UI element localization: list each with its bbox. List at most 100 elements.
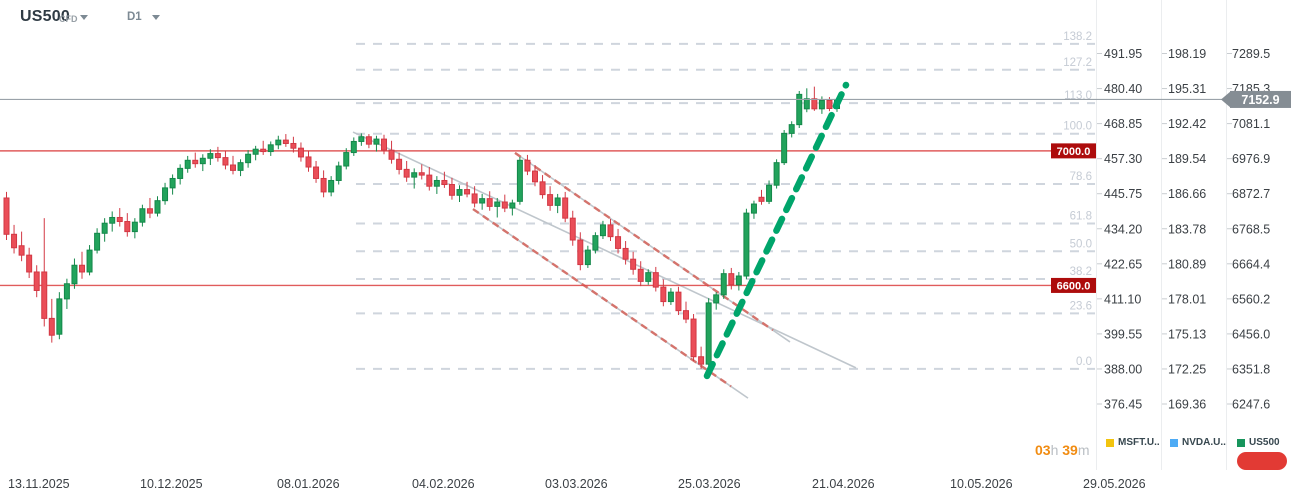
candlestick xyxy=(705,302,712,365)
scale-price-label: 180.89 xyxy=(1168,257,1206,271)
candlestick xyxy=(743,212,750,277)
price-level-badge-text: 6600.0 xyxy=(1057,280,1091,292)
candlestick xyxy=(652,272,659,288)
chart-header: US500 CFD D1 xyxy=(0,0,1294,34)
candlestick xyxy=(131,221,138,233)
legend-item-msftu[interactable]: MSFT.U.. xyxy=(1106,437,1160,448)
candlestick xyxy=(396,158,403,170)
symbol-dropdown-caret[interactable] xyxy=(80,15,88,20)
date-axis-label: 08.01.2026 xyxy=(277,477,340,491)
candlestick xyxy=(796,93,803,126)
scale-price-label: 422.65 xyxy=(1104,257,1142,271)
candlestick xyxy=(456,189,463,196)
scale-price-label: 6976.9 xyxy=(1232,152,1270,166)
timer-minutes: 39 xyxy=(1062,442,1078,458)
fib-level-label: 50.0 xyxy=(1070,238,1092,250)
scale-price-label: 6664.4 xyxy=(1232,257,1270,271)
candlestick xyxy=(71,264,78,285)
date-axis-label: 04.02.2026 xyxy=(412,477,475,491)
candlestick xyxy=(350,140,357,154)
legend-label: NVDA.U.. xyxy=(1182,437,1226,448)
candlestick xyxy=(328,179,335,193)
candlestick xyxy=(690,318,697,358)
candlestick xyxy=(222,157,229,166)
scale-price-label: 186.66 xyxy=(1168,187,1206,201)
current-price-tag xyxy=(1230,90,1291,108)
candlestick xyxy=(41,271,48,319)
scale-price-label: 6456.0 xyxy=(1232,327,1270,341)
scale-price-label: 6768.5 xyxy=(1232,222,1270,236)
candlestick xyxy=(569,217,576,241)
candlestick xyxy=(577,239,584,266)
price-level-badge-text: 7000.0 xyxy=(1057,146,1091,158)
candlestick xyxy=(622,247,629,260)
scale-price-label: 480.40 xyxy=(1104,82,1142,96)
candlestick xyxy=(199,157,206,165)
candlestick xyxy=(592,235,599,251)
candlestick xyxy=(26,254,33,273)
candlestick xyxy=(260,148,267,153)
scale-price-label: 445.75 xyxy=(1104,187,1142,201)
candlestick xyxy=(433,179,440,187)
symbol-name[interactable]: US500 xyxy=(20,8,70,25)
candlestick xyxy=(373,138,380,145)
candlestick xyxy=(667,291,674,303)
candlestick xyxy=(48,317,55,336)
candlestick xyxy=(411,172,418,178)
candlestick xyxy=(516,159,523,202)
candlestick xyxy=(237,162,244,171)
legend-item-us500[interactable]: US500 xyxy=(1237,437,1280,448)
legend-label: US500 xyxy=(1249,437,1280,448)
scale-price-label: 388.00 xyxy=(1104,362,1142,376)
candlestick xyxy=(230,164,236,171)
candlestick xyxy=(720,273,727,296)
candlestick xyxy=(313,166,320,179)
candlestick xyxy=(79,264,85,273)
candlestick xyxy=(607,224,614,238)
candlestick xyxy=(320,177,327,193)
candlestick xyxy=(554,197,561,206)
candlestick xyxy=(169,177,176,189)
candlestick xyxy=(282,139,289,144)
fib-level-label: 127.2 xyxy=(1063,57,1092,69)
fib-level-label: 100.0 xyxy=(1063,121,1092,133)
candlestick xyxy=(803,98,810,110)
timeframe-selector[interactable]: D1 xyxy=(127,11,142,23)
timeframe-dropdown-caret[interactable] xyxy=(152,15,160,20)
candlestick xyxy=(146,208,153,214)
candlestick xyxy=(297,147,304,158)
candlestick xyxy=(675,291,682,312)
fib-level-label: 61.8 xyxy=(1070,211,1092,223)
date-axis-label: 25.03.2026 xyxy=(678,477,741,491)
fib-level-label: 78.6 xyxy=(1070,171,1092,183)
price-level-badge xyxy=(1051,277,1096,293)
instrument-type-label: CFD xyxy=(59,14,78,24)
candlestick xyxy=(728,273,735,286)
scale-price-label: 6872.7 xyxy=(1232,187,1270,201)
candlestick xyxy=(486,198,493,207)
candlestick xyxy=(426,174,433,187)
scale-price-label: 457.30 xyxy=(1104,152,1142,166)
fib-level-label: 38.2 xyxy=(1070,266,1092,278)
candlestick xyxy=(139,208,146,223)
candlestick xyxy=(645,272,652,282)
candlestick xyxy=(365,136,372,145)
fib-level-label: 0.0 xyxy=(1076,356,1092,368)
candlestick xyxy=(403,168,410,178)
candlestick xyxy=(267,144,274,153)
date-axis-label: 21.04.2026 xyxy=(812,477,875,491)
candlestick xyxy=(154,200,161,214)
legend-item-nvdau[interactable]: NVDA.U.. xyxy=(1170,437,1226,448)
scale-price-label: 172.25 xyxy=(1168,362,1206,376)
candlestick xyxy=(698,356,705,365)
broker-logo-badge xyxy=(1237,452,1287,470)
timer-hours-unit: h xyxy=(1050,442,1059,458)
candlestick xyxy=(781,132,788,164)
scale-price-label: 468.85 xyxy=(1104,117,1142,131)
fib-level-label: 23.6 xyxy=(1070,300,1092,312)
candlestick xyxy=(275,139,282,146)
candlestick xyxy=(101,222,108,234)
candlestick xyxy=(758,196,765,202)
candlestick xyxy=(441,179,448,186)
